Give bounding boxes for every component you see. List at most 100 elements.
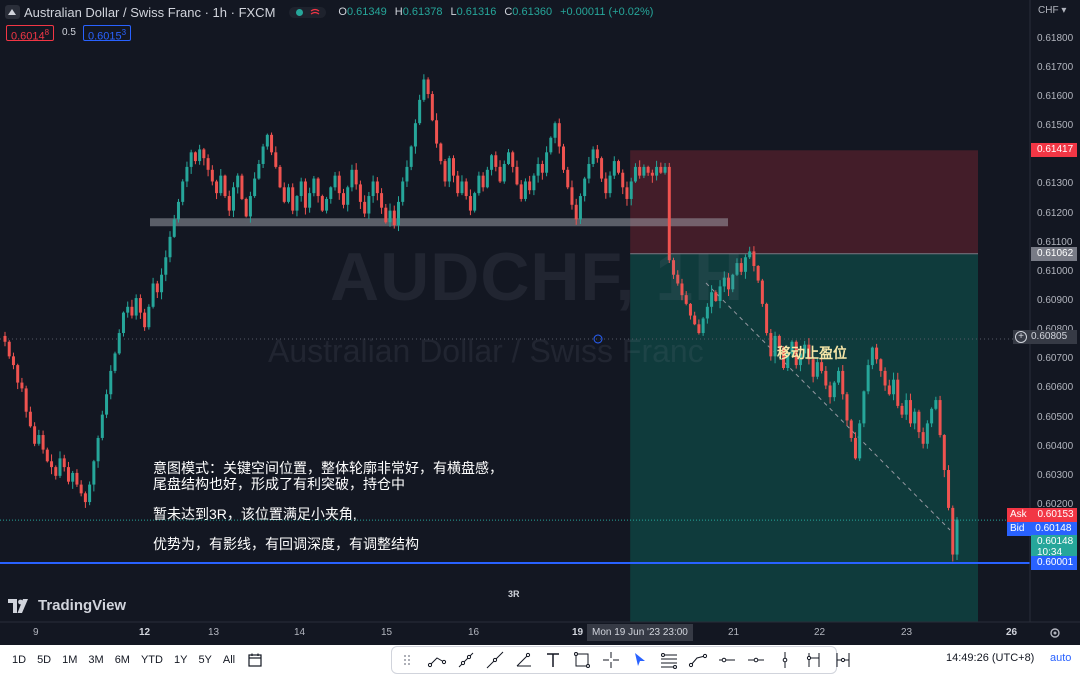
candle-body <box>227 196 231 211</box>
bullish-candle <box>460 175 464 196</box>
bearish-candle <box>79 480 83 497</box>
market-status-pill[interactable] <box>289 6 327 18</box>
candle-body <box>837 370 841 383</box>
bullish-candle <box>346 185 350 212</box>
bearish-candle <box>625 181 629 206</box>
timeframe-ytd[interactable]: YTD <box>140 654 163 666</box>
candle-body <box>7 341 11 357</box>
bearish-candle <box>693 311 697 326</box>
timeframe-5d[interactable]: 5D <box>37 654 52 666</box>
signal-icon <box>311 8 320 14</box>
timeframe-1y[interactable]: 1Y <box>173 654 188 666</box>
candle-body <box>752 251 756 266</box>
long-position-tool[interactable] <box>804 650 824 670</box>
candle-body <box>913 411 917 424</box>
bar-countdown: 10:34 <box>1037 547 1063 558</box>
candle-body <box>464 181 468 197</box>
horizontal-line-tool[interactable] <box>746 650 766 670</box>
bullish-candle <box>121 311 125 337</box>
candle-body <box>892 379 896 395</box>
candle-body <box>502 163 506 182</box>
add-alert-icon[interactable]: + <box>1015 331 1027 343</box>
candle-body <box>303 181 307 208</box>
extended-line-tool[interactable] <box>485 650 505 670</box>
bearish-candle <box>45 447 49 463</box>
rectangle-tool[interactable] <box>572 650 592 670</box>
polyline-tool[interactable] <box>688 650 708 670</box>
horizontal-ray-tool[interactable] <box>717 650 737 670</box>
candle-body <box>375 181 379 194</box>
angle-tool[interactable] <box>514 650 534 670</box>
bearish-candle <box>155 280 159 299</box>
text-tool[interactable] <box>543 650 563 670</box>
bearish-candle <box>223 174 227 198</box>
candle-body <box>663 166 667 173</box>
candle-body <box>617 161 621 173</box>
calendar-icon[interactable] <box>247 652 263 668</box>
auto-scale-button[interactable]: auto <box>1050 652 1072 664</box>
buy-button[interactable]: 0.60153 <box>83 25 132 43</box>
bearish-candle <box>143 308 147 331</box>
bullish-candle <box>701 317 705 336</box>
candle-body <box>88 484 92 503</box>
candle-body <box>413 123 417 147</box>
bearish-candle <box>41 430 45 454</box>
ray-tool[interactable] <box>456 650 476 670</box>
time-tick-label: 19 <box>572 627 584 638</box>
grip-tool[interactable] <box>398 650 418 670</box>
candle-body <box>743 257 747 272</box>
timeframe-5y[interactable]: 5Y <box>198 654 212 666</box>
bullish-candle <box>261 143 265 168</box>
timeframe-1d[interactable]: 1D <box>12 654 27 666</box>
fib-tool[interactable] <box>659 650 679 670</box>
bearish-candle <box>468 189 472 216</box>
timeframe-all[interactable]: All <box>222 654 236 666</box>
candle-body <box>718 286 722 301</box>
bearish-candle <box>375 177 379 201</box>
trade-note-advantage[interactable]: 优势为，有影线，有回调深度，有调整结构 <box>153 536 419 552</box>
bearish-candle <box>849 418 853 442</box>
candle-body <box>574 204 578 220</box>
timeframe-1m[interactable]: 1M <box>62 654 78 666</box>
price-chart[interactable] <box>0 0 1080 645</box>
cursor-tool[interactable] <box>630 650 650 670</box>
bullish-candle <box>113 351 117 374</box>
candle-body <box>672 260 676 275</box>
date-range-tool[interactable] <box>833 650 853 670</box>
crosshair-date-tag: Mon 19 Jun '23 23:00 <box>587 624 693 641</box>
horizontal-ray-icon <box>719 657 735 663</box>
bullish-candle <box>642 164 646 179</box>
bearish-candle <box>752 246 756 272</box>
target-3r-label[interactable]: 3R <box>508 589 520 599</box>
bullish-candle <box>329 186 333 204</box>
candle-body <box>333 175 337 188</box>
clock[interactable]: 14:49:26 (UTC+8) <box>946 652 1035 664</box>
bearish-candle <box>540 160 544 180</box>
candle-body <box>160 274 164 293</box>
trailing-stop-label[interactable]: 移动止盈位 <box>777 345 847 361</box>
chart-settings-icon[interactable] <box>1049 627 1061 639</box>
bullish-candle <box>325 196 329 214</box>
tradingview-logo[interactable]: TradingView <box>8 597 126 614</box>
polyline-icon <box>688 653 708 668</box>
candle-body <box>938 400 942 436</box>
crosshair-tool[interactable] <box>601 650 621 670</box>
price-tick-label: 0.61300 <box>1037 178 1074 190</box>
candle-body <box>608 175 612 194</box>
timeframe-6m[interactable]: 6M <box>114 654 130 666</box>
candle-body <box>3 335 7 342</box>
trend-line-tool[interactable] <box>427 650 447 670</box>
bullish-candle <box>58 451 62 478</box>
bullish-candle <box>790 340 794 357</box>
vertical-line-tool[interactable] <box>775 650 795 670</box>
currency-selector[interactable]: CHF ▾ <box>1038 5 1067 16</box>
trade-note-pattern[interactable]: 意图模式：关键空间位置，整体轮廓非常好，有横盘感，尾盘结构也好，形成了有利突破，… <box>153 460 503 492</box>
candle-body <box>773 335 777 357</box>
bearish-candle <box>215 179 219 200</box>
candle-body <box>921 432 925 444</box>
symbol-title[interactable]: Australian Dollar / Swiss Franc · 1h · F… <box>24 4 276 20</box>
sell-button[interactable]: 0.60148 <box>6 25 55 43</box>
trade-note-status[interactable]: 暂未达到3R，该位置满足小夹角, <box>153 506 357 522</box>
bullish-candle <box>735 258 739 277</box>
timeframe-3m[interactable]: 3M <box>88 654 104 666</box>
